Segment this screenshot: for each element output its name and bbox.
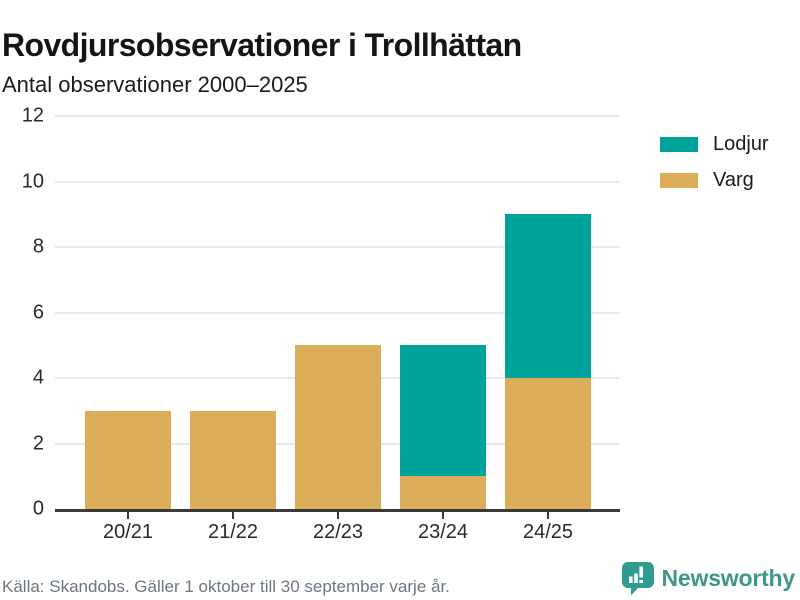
bar-segment-lodjur-23/24 bbox=[400, 345, 486, 477]
x-axis-tick-label: 22/23 bbox=[312, 521, 364, 543]
legend-swatch-varg bbox=[660, 173, 698, 188]
newsworthy-wordmark: Newsworthy bbox=[661, 565, 796, 591]
gridline-12 bbox=[55, 115, 620, 117]
chart-legend: Lodjur Varg bbox=[660, 133, 769, 205]
bar-chart-speech-bubble-icon bbox=[621, 562, 654, 596]
legend-label: Lodjur bbox=[713, 133, 769, 155]
y-axis-tick-label: 10 bbox=[21, 170, 44, 192]
legend-item-varg: Varg bbox=[660, 169, 769, 192]
bar-segment-lodjur-24/25 bbox=[505, 214, 591, 378]
bar-segment-varg-21/22 bbox=[190, 410, 276, 509]
bar-segment-varg-24/25 bbox=[505, 378, 591, 509]
gridline-6 bbox=[55, 311, 620, 314]
x-axis-line bbox=[55, 509, 620, 512]
y-axis-tick-label: 0 bbox=[32, 497, 44, 520]
chart-title: Rovdjursobservationer i Trollhättan bbox=[2, 27, 522, 64]
legend-swatch-lodjur bbox=[660, 137, 698, 152]
legend-item-lodjur: Lodjur bbox=[660, 133, 769, 156]
x-axis-tick bbox=[232, 512, 234, 519]
x-axis-tick-label: 24/25 bbox=[522, 521, 574, 543]
legend-label: Varg bbox=[713, 169, 754, 191]
x-axis-tick bbox=[442, 512, 444, 519]
x-axis-tick bbox=[127, 512, 129, 519]
bar-segment-varg-23/24 bbox=[400, 476, 486, 509]
y-axis-tick-label: 8 bbox=[32, 235, 44, 258]
y-axis-tick-label: 2 bbox=[32, 432, 44, 454]
chart-subtitle: Antal observationer 2000–2025 bbox=[2, 72, 308, 97]
newsworthy-logo: Newsworthy bbox=[621, 561, 795, 596]
x-axis-tick-label: 20/21 bbox=[102, 521, 154, 543]
bar-segment-varg-22/23 bbox=[295, 345, 381, 509]
x-axis-tick-label: 21/22 bbox=[207, 521, 259, 543]
source-note: Källa: Skandobs. Gäller 1 oktober till 3… bbox=[2, 577, 450, 596]
y-axis-tick-label: 4 bbox=[32, 366, 44, 389]
bar-segment-varg-20/21 bbox=[85, 410, 171, 509]
y-axis-tick-label: 6 bbox=[32, 301, 44, 323]
x-axis-tick bbox=[337, 512, 339, 519]
x-axis-tick bbox=[547, 512, 549, 519]
gridline-8 bbox=[55, 246, 620, 248]
gridline-10 bbox=[55, 180, 620, 183]
x-axis-tick-label: 23/24 bbox=[417, 521, 469, 543]
y-axis-tick-label: 12 bbox=[21, 104, 44, 127]
